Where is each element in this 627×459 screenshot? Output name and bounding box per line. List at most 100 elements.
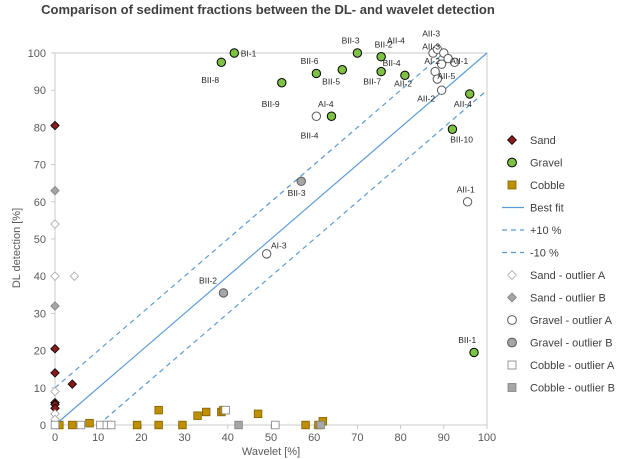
- sand-outlier-a-point: [50, 386, 60, 397]
- y-tick-label: 10: [34, 383, 46, 395]
- point-label: AII-1: [450, 56, 468, 66]
- x-tick-label: 50: [265, 432, 277, 444]
- x-axis-title: Wavelet [%]: [242, 446, 300, 458]
- legend-marker: [507, 292, 517, 303]
- y-tick-label: 100: [28, 48, 46, 60]
- gravel-point: [216, 57, 227, 67]
- legend-label: Gravel - outlier B: [530, 338, 613, 350]
- x-tick-label: 90: [438, 432, 450, 444]
- sand-outlier-b-point: [50, 185, 60, 196]
- y-tick-label: 80: [34, 122, 46, 134]
- point-label: AII-4: [387, 36, 405, 46]
- cobble-outlier-a-point: [221, 405, 230, 415]
- cobble-outlier-a-point: [76, 420, 86, 430]
- sand-outlier-a-point: [50, 271, 60, 281]
- point-label: BII-1: [458, 335, 476, 345]
- y-tick-label: 70: [34, 160, 46, 172]
- sand-point: [50, 343, 60, 354]
- x-tick-label: 70: [351, 432, 363, 444]
- cobble-point: [301, 420, 310, 430]
- point-label: AII-3: [422, 41, 440, 51]
- gravel-outlier-a-point: [261, 249, 272, 259]
- cobble-point: [154, 405, 163, 415]
- cobble-outlier-a-point: [50, 420, 60, 430]
- point-label: BII-2: [375, 39, 393, 49]
- gravel-outlier-b-point: [218, 288, 229, 298]
- legend-label: +10 %: [530, 225, 562, 237]
- cobble-outlier-b-point: [316, 420, 325, 430]
- legend-label: Gravel - outlier A: [530, 315, 613, 327]
- cobble-outlier-b-point: [234, 420, 243, 430]
- legend-marker: [507, 157, 517, 168]
- point-label: BII-4: [301, 131, 319, 141]
- x-tick-label: 10: [92, 432, 104, 444]
- sand-outlier-a-point: [69, 271, 80, 281]
- point-label: BII-3: [288, 188, 306, 198]
- sand-point: [67, 379, 78, 389]
- legend-marker: [507, 180, 517, 190]
- point-label: AII-2: [394, 78, 412, 88]
- y-tick-label: 20: [34, 346, 46, 358]
- gravel-point: [376, 66, 386, 77]
- legend-label: Sand - outlier B: [530, 293, 606, 305]
- cobble-outlier-a-point: [271, 420, 280, 430]
- cobble-point: [201, 407, 211, 417]
- point-label: BII-2: [199, 276, 217, 286]
- gravel-point: [400, 70, 410, 81]
- x-tick-label: 100: [478, 432, 496, 444]
- point-label: AI-3: [271, 240, 287, 250]
- point-label: AII-4: [454, 99, 472, 109]
- y-axis-title: DL detection [%]: [11, 208, 23, 288]
- legend-marker: [507, 337, 517, 348]
- x-tick-label: 60: [308, 432, 320, 444]
- y-tick-label: 90: [34, 85, 46, 97]
- cobble-point: [132, 420, 142, 430]
- x-tick-label: 0: [52, 432, 58, 444]
- legend-marker: [507, 135, 517, 145]
- legend-marker: [507, 270, 517, 280]
- y-tick-label: 0: [40, 420, 46, 432]
- legend-marker: [507, 383, 517, 392]
- point-label: BII-10: [450, 134, 473, 144]
- legend-label: Cobble - outlier A: [530, 360, 615, 372]
- gravel-point: [352, 48, 363, 58]
- x-tick-label: 40: [222, 432, 234, 444]
- point-label: BII-9: [262, 99, 280, 109]
- gravel-point: [229, 48, 239, 58]
- y-tick-label: 60: [34, 197, 46, 209]
- point-label: AII-1: [457, 185, 475, 195]
- y-tick-label: 30: [34, 308, 46, 320]
- point-label: AI-2: [424, 56, 440, 66]
- gravel-outlier-a-point: [432, 74, 443, 84]
- cobble-outlier-a-point: [106, 420, 116, 430]
- point-label: BII-6: [301, 56, 319, 66]
- point-label: BII-4: [383, 58, 401, 68]
- gravel-point: [277, 78, 287, 88]
- legend-label: -10 %: [530, 248, 559, 260]
- point-label: AII-5: [437, 71, 455, 81]
- gravel-point: [326, 111, 337, 121]
- gravel-outlier-b-point: [296, 176, 306, 187]
- minus-10-line: [97, 89, 488, 426]
- y-tick-label: 50: [34, 234, 46, 246]
- legend-label: Sand: [530, 135, 556, 147]
- legend-label: Cobble - outlier B: [530, 383, 615, 395]
- x-tick-label: 80: [394, 432, 406, 444]
- gravel-outlier-a-point: [311, 111, 322, 121]
- point-label: BII-8: [201, 75, 219, 85]
- sand-point: [50, 368, 60, 378]
- point-label: BII-5: [322, 77, 340, 87]
- gravel-outlier-a-point: [449, 57, 460, 67]
- y-tick-label: 40: [34, 271, 46, 283]
- point-label: BI-1: [241, 49, 257, 59]
- gravel-point: [469, 347, 479, 358]
- gravel-point: [311, 68, 322, 79]
- x-tick-label: 20: [135, 432, 147, 444]
- x-tick-label: 30: [178, 432, 190, 444]
- point-label: BII-7: [363, 77, 381, 87]
- sand-outlier-b-point: [50, 301, 60, 311]
- cobble-point: [85, 418, 94, 428]
- gravel-outlier-a-point: [436, 59, 447, 69]
- cobble-point: [68, 420, 77, 430]
